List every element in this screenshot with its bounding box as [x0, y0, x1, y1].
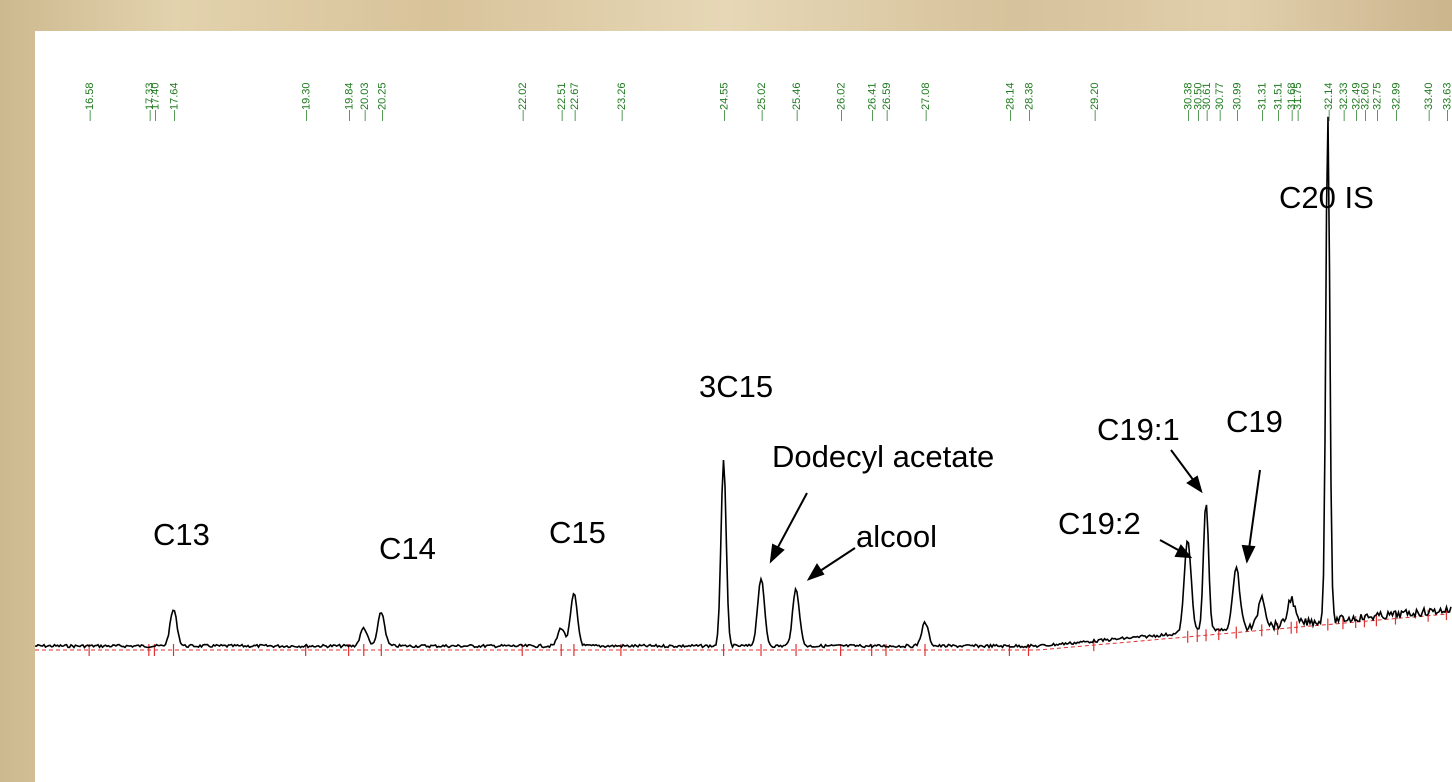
- rt-label: —16.58: [84, 82, 96, 121]
- rt-label: —20.25: [376, 82, 388, 121]
- rt-label: —33.63: [1441, 82, 1452, 121]
- rt-label: —26.59: [881, 82, 893, 121]
- rt-label: —32.14: [1323, 82, 1335, 121]
- dodecyl-arrow: [776, 492, 808, 550]
- label-c15: C15: [549, 515, 606, 550]
- rt-label: —28.14: [1004, 82, 1016, 121]
- rt-label: —29.20: [1089, 82, 1101, 121]
- chromatogram-panel: —16.58 —17.33 —17.40 —17.64 —19.30 —19.84 —20.…: [35, 31, 1452, 782]
- label-c19-2: C19:2: [1058, 506, 1141, 541]
- retention-time-labels: —16.58 —17.33—17.40 —17.64 —19.30 —19.84 —20.…: [84, 82, 1452, 121]
- label-c19-1: C19:1: [1097, 412, 1180, 447]
- rt-label: —19.84: [344, 82, 356, 121]
- rt-label: —19.30: [301, 82, 313, 121]
- rt-label: —25.46: [791, 82, 803, 121]
- c19-arrowhead: [1241, 544, 1256, 564]
- rt-label: —23.26: [616, 82, 628, 121]
- c19-2-arrowhead: [1174, 544, 1193, 559]
- rt-label: —22.67: [569, 82, 581, 121]
- rt-label: —22.02: [517, 82, 529, 121]
- rt-label: —30.61: [1201, 82, 1213, 121]
- rt-label: —30.50: [1192, 82, 1204, 121]
- chromatogram-trace: [35, 116, 1452, 650]
- rt-label: —17.64: [169, 82, 181, 121]
- rt-label: —30.99: [1231, 82, 1243, 121]
- rt-label: —33.40: [1423, 82, 1435, 121]
- rt-label: —20.03: [359, 82, 371, 121]
- dodecyl-arrowhead: [769, 543, 785, 564]
- rt-label: —31.31: [1257, 82, 1269, 121]
- alcool-arrow: [819, 547, 856, 572]
- rt-label: —32.60: [1359, 82, 1371, 121]
- rt-label: —31.75: [1292, 82, 1304, 121]
- rt-label: —30.38: [1183, 82, 1195, 121]
- label-3c15: 3C15: [699, 369, 773, 404]
- baseline-line: [35, 613, 1446, 651]
- rt-label: —32.33: [1338, 82, 1350, 121]
- rt-label: —32.75: [1371, 82, 1383, 121]
- label-dodecyl-acetate: Dodecyl acetate: [772, 439, 994, 474]
- rt-label: —24.55: [719, 82, 731, 121]
- c19-1-arrowhead: [1186, 475, 1203, 494]
- label-c14: C14: [379, 531, 436, 566]
- alcool-arrowhead: [806, 563, 825, 581]
- rt-label: —26.41: [867, 82, 879, 121]
- rt-label: —27.08: [920, 82, 932, 121]
- label-alcool: alcool: [856, 519, 937, 554]
- chromatogram-chart: —16.58 —17.33—17.40 —17.64 —19.30 —19.84 —20.…: [35, 82, 1452, 656]
- rt-label: —28.38: [1023, 82, 1035, 121]
- c19-1-arrow: [1170, 449, 1195, 482]
- rt-label: —26.02: [836, 82, 848, 121]
- label-c20-is: C20 IS: [1279, 180, 1374, 215]
- rt-label: —32.49: [1351, 82, 1363, 121]
- c19-2-arrow: [1159, 539, 1181, 552]
- c19-arrow: [1248, 469, 1261, 550]
- label-c19: C19: [1226, 404, 1283, 439]
- rt-label: —22.51: [556, 82, 568, 121]
- baseline-markers: [35, 608, 1448, 656]
- rt-label: —30.77: [1214, 82, 1226, 121]
- rt-label: —17.40: [149, 82, 161, 121]
- rt-label: —32.99: [1390, 82, 1402, 121]
- label-c13: C13: [153, 517, 210, 552]
- rt-label: —17.33: [144, 82, 156, 121]
- annotation-arrows: [769, 449, 1261, 581]
- rt-label: —31.51: [1273, 82, 1285, 121]
- rt-label: —25.02: [756, 82, 768, 121]
- rt-label: —31.68: [1286, 82, 1298, 121]
